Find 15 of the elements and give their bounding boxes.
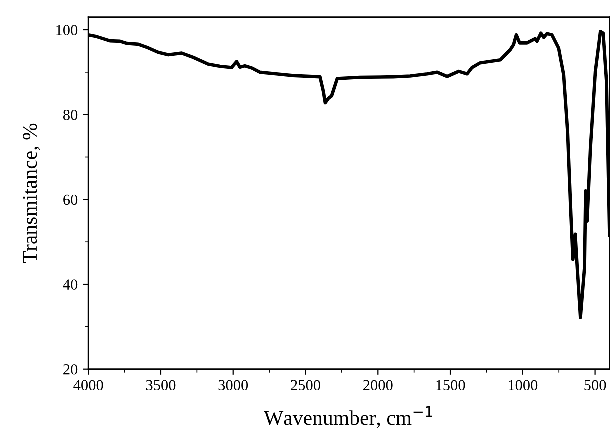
y-tick-label: 80 <box>63 110 78 120</box>
x-tick-label: 4000 <box>74 380 104 391</box>
y-tick-label: 40 <box>63 280 78 290</box>
x-tick-label: 3000 <box>218 380 248 391</box>
x-tick-label: 3500 <box>146 380 176 391</box>
x-tick-label: 500 <box>584 380 606 391</box>
y-tick-label: 100 <box>56 25 78 36</box>
x-tick-label: 2000 <box>364 380 393 391</box>
x-tick-label: 1000 <box>508 380 538 391</box>
y-tick-label: 20 <box>64 364 78 375</box>
x-axis-title: Wavenumber, cm$^{−1}$ <box>264 406 432 428</box>
y-axis-title: Transmitance, % <box>23 124 40 264</box>
x-tick-label: 2500 <box>291 380 320 391</box>
x-tick-label: 1500 <box>436 380 466 391</box>
y-tick-label: 60 <box>64 194 78 206</box>
